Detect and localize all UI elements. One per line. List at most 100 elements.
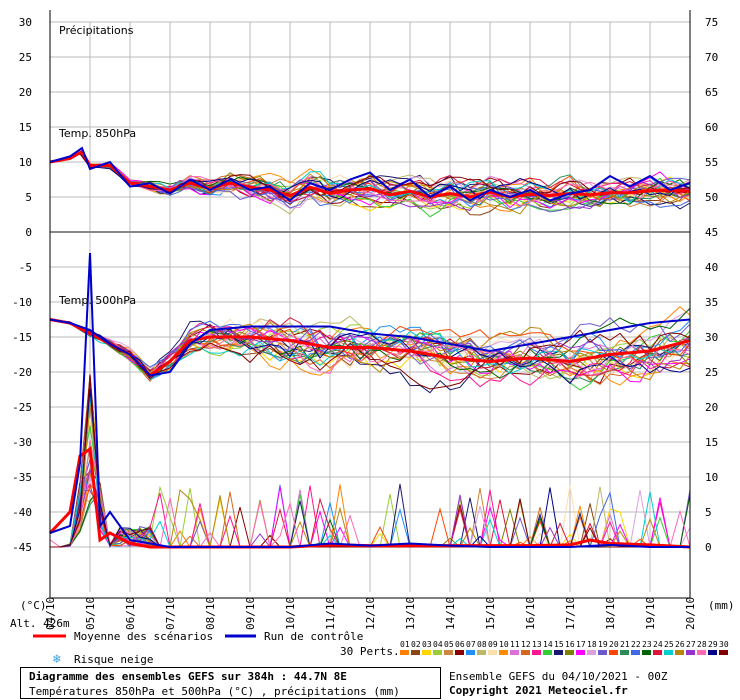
member-legend-swatch	[455, 650, 464, 655]
right-tick-label: 60	[705, 121, 718, 134]
left-tick-label: -35	[12, 471, 32, 484]
member-legend-id: 08	[477, 640, 487, 649]
member-legend-id: 04	[433, 640, 443, 649]
right-tick-label: 20	[705, 401, 718, 414]
x-tick-label: 14/10	[444, 597, 457, 630]
x-tick-label: 17/10	[564, 597, 577, 630]
member-legend-swatch	[521, 650, 530, 655]
right-tick-label: 75	[705, 16, 718, 29]
left-tick-label: -30	[12, 436, 32, 449]
chart-subtitle: Températures 850hPa et 500hPa (°C) , pré…	[29, 685, 400, 698]
left-tick-label: 30	[19, 16, 32, 29]
right-tick-label: 45	[705, 226, 718, 239]
member-legend-swatch	[719, 650, 728, 655]
chart-title-box: Diagramme des ensembles GEFS sur 384h : …	[20, 667, 441, 699]
member-t500-line	[49, 307, 691, 379]
right-tick-label: 50	[705, 191, 718, 204]
legend-perts-label: 30 Perts.	[340, 645, 400, 658]
copyright-label: Copyright 2021 Meteociel.fr	[449, 684, 628, 697]
member-legend-id: 25	[664, 640, 674, 649]
x-tick-label: 15/10	[484, 597, 497, 630]
member-legend-id: 15	[554, 640, 564, 649]
x-tick-label: 13/10	[404, 597, 417, 630]
member-legend: 01 02 03 04 05 06 07 08 09 10 11 12 13 14 15 16 17 18 19 20…	[400, 640, 729, 655]
member-legend-id: 01	[400, 640, 410, 649]
altitude-label: Alt. 426m	[10, 617, 70, 630]
member-legend-id: 09	[488, 640, 498, 649]
member-legend-id: 06	[455, 640, 465, 649]
member-legend-swatch	[532, 650, 541, 655]
legend-control-label: Run de contrôle	[264, 630, 363, 643]
member-t850-line	[49, 151, 691, 210]
right-tick-label: 0	[705, 541, 712, 554]
member-legend-swatch	[664, 650, 673, 655]
x-tick-label: 20/10	[684, 597, 697, 630]
member-t500-line	[49, 319, 691, 376]
member-legend-id: 20	[609, 640, 619, 649]
member-legend-id: 11	[510, 640, 520, 649]
member-legend-swatch	[609, 650, 618, 655]
member-legend-swatch	[697, 650, 706, 655]
member-legend-swatch	[631, 650, 640, 655]
right-tick-label: 25	[705, 366, 718, 379]
left-tick-label: 10	[19, 156, 32, 169]
member-legend-swatch	[510, 650, 519, 655]
member-legend-id: 21	[620, 640, 630, 649]
x-tick-label: 10/10	[284, 597, 297, 630]
member-legend-swatch	[587, 650, 596, 655]
member-legend-id: 19	[598, 640, 608, 649]
member-legend-id: 16	[565, 640, 575, 649]
axes: 302520151050-5-10-15-20-25-30-35-40-4575…	[12, 10, 718, 630]
member-legend-id: 07	[466, 640, 476, 649]
member-t850-line	[49, 151, 691, 215]
member-legend-id: 05	[444, 640, 454, 649]
member-legend-id: 18	[587, 640, 597, 649]
left-tick-label: 25	[19, 51, 32, 64]
x-tick-label: 08/10	[204, 597, 217, 630]
member-legend-swatch	[433, 650, 442, 655]
x-tick-label: 07/10	[164, 597, 177, 630]
precip-panel-label: Précipitations	[59, 24, 134, 37]
member-legend-swatch	[488, 650, 497, 655]
t500-panel-label: Temp. 500hPa	[58, 294, 136, 307]
member-legend-id: 24	[653, 640, 663, 649]
right-axis-unit: (mm)	[708, 599, 735, 612]
left-tick-label: 5	[25, 191, 32, 204]
x-tick-label: 05/10	[84, 597, 97, 630]
grid-lines	[49, 21, 691, 592]
x-tick-label: 12/10	[364, 597, 377, 630]
member-legend-swatch	[400, 650, 409, 655]
left-tick-label: -45	[12, 541, 32, 554]
x-tick-label: 19/10	[644, 597, 657, 630]
member-legend-swatch	[653, 650, 662, 655]
left-tick-label: -5	[19, 261, 32, 274]
member-legend-swatch	[675, 650, 684, 655]
member-legend-id: 13	[532, 640, 542, 649]
control-t500-line	[49, 318, 691, 377]
legend-mean-label: Moyenne des scénarios	[74, 630, 213, 643]
snow-risk-label: Risque neige	[74, 653, 153, 666]
member-t500-line	[49, 319, 691, 380]
right-tick-label: 10	[705, 471, 718, 484]
control-t850-line	[49, 146, 691, 202]
member-legend-id: 02	[411, 640, 421, 649]
member-legend-swatch	[543, 650, 552, 655]
member-t500-line	[49, 309, 691, 371]
member-legend-swatch	[444, 650, 453, 655]
left-tick-label: -40	[12, 506, 32, 519]
chart-title: Diagramme des ensembles GEFS sur 384h : …	[29, 670, 347, 683]
left-tick-label: -10	[12, 296, 32, 309]
member-legend-swatch	[499, 650, 508, 655]
member-legend-id: 26	[675, 640, 685, 649]
x-tick-label: 09/10	[244, 597, 257, 630]
member-legend-id: 17	[576, 640, 586, 649]
member-legend-id: 12	[521, 640, 531, 649]
left-tick-label: 20	[19, 86, 32, 99]
left-tick-label: 15	[19, 121, 32, 134]
member-legend-swatch	[642, 650, 651, 655]
member-t500-line	[49, 319, 691, 368]
member-legend-id: 22	[631, 640, 641, 649]
x-tick-label: 18/10	[604, 597, 617, 630]
member-legend-swatch	[598, 650, 607, 655]
